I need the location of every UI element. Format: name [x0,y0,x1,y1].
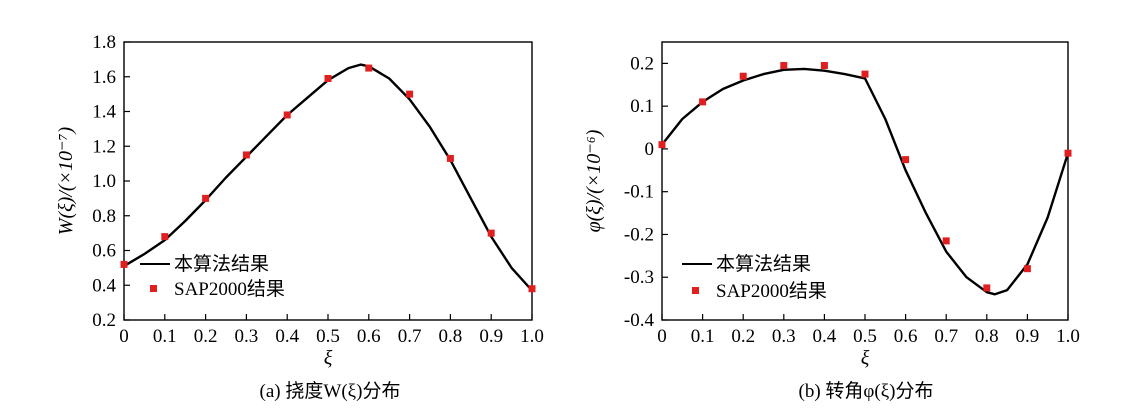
x-tick-label: 0 [657,326,667,347]
y-tick-label: -0.3 [624,267,654,288]
y-tick-label: 1.0 [92,171,116,192]
plot-frame [661,41,1069,321]
y-tick-label: 0.2 [630,53,654,74]
y-tick-label: 0.6 [92,241,116,262]
series-line [661,67,1070,296]
x-tick-label: 0.1 [691,326,715,347]
panel-caption: (b) 转角φ(ξ)分布 [799,380,934,402]
x-tick-label: 0.2 [731,326,755,347]
data-point [658,141,666,149]
y-tick-label: 0.8 [92,206,116,227]
data-point [820,62,828,70]
y-tick-label: 1.4 [92,102,116,123]
x-tick-label: 0.2 [194,326,218,347]
y-tick-label: 1.2 [92,136,116,157]
data-point [202,194,210,202]
data-point [406,90,414,98]
x-axis-label: ξ [324,347,333,369]
x-tick-label: 1.0 [520,326,544,347]
y-tick-label: -0.2 [624,224,654,245]
data-point [324,74,332,82]
x-tick-label: 1.0 [1056,326,1080,347]
legend-marker-swatch [150,285,157,292]
legend-label: 本算法结果 [174,253,269,275]
data-point [699,98,707,106]
y-tick-label: 0.1 [630,96,654,117]
chart-panel-a: 0 0.1 0.2 0.3 0.4 0.5 0.6 0.7 0.8 0.9 1.0 0.2 0.4 0.6… [55,32,544,402]
x-tick-label: 0.3 [772,326,796,347]
x-tick-label: 0.4 [813,326,837,347]
chart-panel-b: 0 0.1 0.2 0.3 0.4 0.5 0.6 0.7 0.8 0.9 1.00.20.10-0… [583,41,1080,402]
data-point [942,237,950,245]
y-tick-label: 1.8 [92,32,116,53]
data-point [861,70,869,78]
data-point [161,233,169,241]
y-tick-label: -0.4 [624,310,655,331]
legend-marker-swatch [692,287,699,294]
x-tick-label: 0.9 [1016,326,1040,347]
x-tick-label: 0.9 [479,326,503,347]
x-tick-label: 0.5 [316,326,340,347]
y-tick-label: 0.4 [92,275,116,296]
legend-label: SAP2000结果 [174,278,285,300]
legend-label: 本算法结果 [716,253,811,275]
data-point [365,64,373,72]
panel-caption: (a) 挠度W(ξ)分布 [260,380,401,402]
data-point [1064,149,1072,157]
y-tick-label: 0 [645,139,655,160]
data-point [487,229,495,237]
x-tick-label: 0 [119,326,129,347]
x-tick-label: 0.7 [398,326,422,347]
x-axis-label: ξ [861,347,870,369]
data-point [902,156,910,164]
data-point [780,62,788,70]
data-point [283,111,291,119]
x-tick-label: 0.6 [357,326,381,347]
legend: 本算法结果 SAP2000结果 [682,253,827,302]
x-tick-label: 0.8 [975,326,999,347]
y-tick-label: -0.1 [624,182,654,203]
data-point [739,72,747,80]
y-tick-label: 0.2 [92,310,116,331]
legend-label: SAP2000结果 [716,280,827,302]
y-axis-label: W(ξ)/(×10⁻⁷) [55,126,77,235]
data-point [983,284,991,292]
data-point [528,285,536,293]
x-tick-label: 0.4 [275,326,299,347]
x-tick-label: 0.5 [853,326,877,347]
y-axis-label: φ(ξ)/(×10⁻⁶) [583,129,605,232]
data-point [242,151,250,159]
x-tick-label: 0.6 [894,326,918,347]
legend: 本算法结果 SAP2000结果 [140,253,285,300]
x-tick-label: 0.3 [235,326,259,347]
series-line [123,63,533,292]
data-point [120,260,128,268]
x-tick-label: 0.7 [934,326,958,347]
x-tick-label: 0.1 [153,326,177,347]
x-tick-label: 0.8 [439,326,463,347]
y-tick-label: 1.6 [92,67,116,88]
data-point [1023,265,1031,273]
data-point [446,154,454,162]
